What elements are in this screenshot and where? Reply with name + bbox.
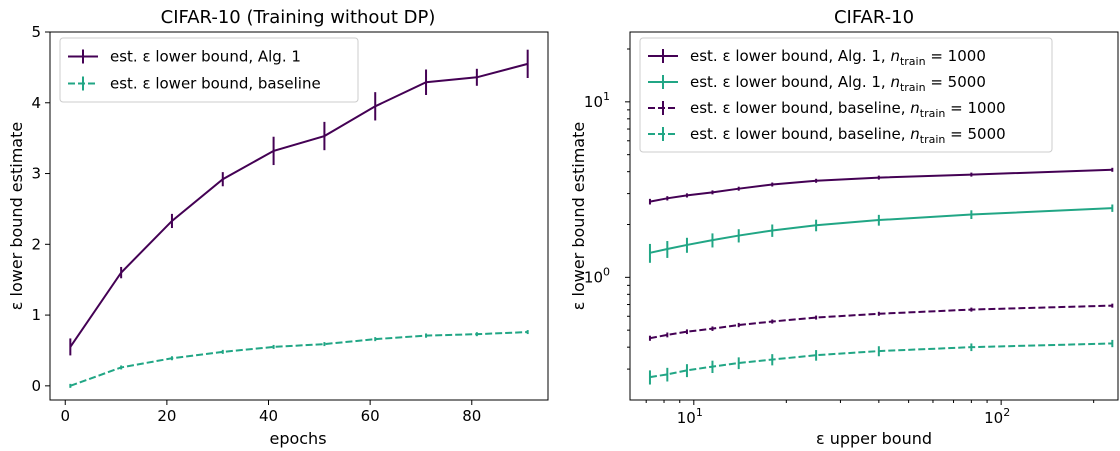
chart-right-series bbox=[648, 167, 1114, 385]
series-line bbox=[649, 304, 1113, 340]
series-1 bbox=[69, 49, 529, 356]
x-tick-exponent: 2 bbox=[1003, 406, 1010, 419]
legend-name: est. ε lower bound, baseline bbox=[110, 75, 321, 93]
legend-name: est. ε lower bound, Alg. 1 bbox=[110, 48, 301, 66]
legend-box bbox=[639, 37, 1053, 153]
legend-n-sub: train bbox=[920, 107, 946, 120]
legend-n: n bbox=[890, 47, 900, 65]
chart-left-plot-area bbox=[49, 31, 549, 401]
legend-name: est. ε lower bound, baseline, bbox=[690, 125, 910, 143]
x-tick-label: 102 bbox=[984, 406, 1010, 427]
y-tick-label: 100 bbox=[584, 265, 610, 286]
x-tick-label: 80 bbox=[462, 407, 481, 425]
legend-n-value: = 5000 bbox=[926, 73, 986, 91]
y-tick-exponent: 0 bbox=[603, 265, 610, 278]
legend-label: est. ε lower bound, Alg. 1, ntrain = 500… bbox=[690, 73, 986, 94]
legend-name: est. ε lower bound, Alg. 1, bbox=[690, 47, 890, 65]
series-line bbox=[649, 168, 1113, 203]
chart-right-plot-area bbox=[629, 31, 1119, 401]
legend-name: est. ε lower bound, baseline, bbox=[690, 99, 910, 117]
legend-name: est. ε lower bound, Alg. 1, bbox=[690, 73, 890, 91]
chart-right-xlabel: ε upper bound bbox=[816, 429, 932, 448]
legend-n-sub: train bbox=[900, 81, 926, 94]
legend-n-sub: train bbox=[900, 55, 926, 68]
series-1 bbox=[648, 167, 1114, 205]
legend-n: n bbox=[890, 73, 900, 91]
legend-n-value: = 1000 bbox=[926, 47, 986, 65]
x-tick-label: 40 bbox=[259, 407, 278, 425]
series-2 bbox=[69, 330, 529, 388]
x-tick-mantissa: 10 bbox=[677, 409, 696, 427]
x-tick-mantissa: 10 bbox=[984, 409, 1003, 427]
y-tick-label: 4 bbox=[31, 94, 41, 112]
y-tick-mantissa: 10 bbox=[584, 268, 603, 286]
y-tick-label: 3 bbox=[31, 165, 41, 183]
series-2 bbox=[648, 204, 1114, 263]
chart-right-legend: est. ε lower bound, Alg. 1, ntrain = 100… bbox=[639, 37, 1053, 153]
x-tick-exponent: 1 bbox=[696, 406, 703, 419]
chart-right-ylabel: ε lower bound estimate bbox=[569, 122, 588, 310]
chart-left: CIFAR-10 (Training without DP) 0 20 40 60 80… bbox=[7, 7, 549, 448]
y-tick-label: 0 bbox=[31, 377, 41, 395]
series-line bbox=[69, 331, 528, 387]
legend-label: est. ε lower bound, Alg. 1 bbox=[110, 48, 301, 66]
series-line bbox=[69, 62, 528, 348]
y-tick-label: 5 bbox=[31, 23, 41, 41]
chart-left-title: CIFAR-10 (Training without DP) bbox=[161, 7, 436, 28]
y-tick-mantissa: 10 bbox=[584, 93, 603, 111]
legend-n: n bbox=[910, 125, 920, 143]
y-tick-exponent: 1 bbox=[603, 90, 610, 103]
chart-left-series bbox=[69, 49, 529, 388]
legend-label: est. ε lower bound, baseline, ntrain = 1… bbox=[690, 99, 1006, 120]
legend-n-value: = 1000 bbox=[945, 99, 1005, 117]
x-tick-label: 20 bbox=[157, 407, 176, 425]
series-line bbox=[649, 342, 1113, 379]
x-tick-label: 101 bbox=[677, 406, 703, 427]
legend-n-sub: train bbox=[920, 133, 946, 146]
series-line bbox=[649, 207, 1113, 254]
y-tick-label: 101 bbox=[584, 90, 610, 111]
legend-label: est. ε lower bound, baseline bbox=[110, 75, 321, 93]
chart-left-ticks: 0 20 40 60 80 0 1 2 3 4 5 bbox=[31, 23, 481, 425]
legend-label: est. ε lower bound, baseline, ntrain = 5… bbox=[690, 125, 1006, 146]
series-4 bbox=[648, 339, 1114, 385]
chart-left-xlabel: epochs bbox=[269, 429, 326, 448]
y-tick-label: 1 bbox=[31, 306, 41, 324]
legend-label: est. ε lower bound, Alg. 1, ntrain = 100… bbox=[690, 47, 986, 68]
legend-box bbox=[59, 37, 359, 103]
chart-right-title: CIFAR-10 bbox=[834, 7, 914, 28]
legend-n-value: = 5000 bbox=[945, 125, 1005, 143]
y-tick-label: 2 bbox=[31, 235, 41, 253]
chart-left-ylabel: ε lower bound estimate bbox=[7, 122, 26, 310]
series-3 bbox=[648, 303, 1114, 341]
legend-n: n bbox=[910, 99, 920, 117]
x-tick-label: 60 bbox=[361, 407, 380, 425]
chart-left-legend: est. ε lower bound, Alg. 1 est. ε lower b… bbox=[59, 37, 359, 103]
x-tick-label: 0 bbox=[60, 407, 70, 425]
